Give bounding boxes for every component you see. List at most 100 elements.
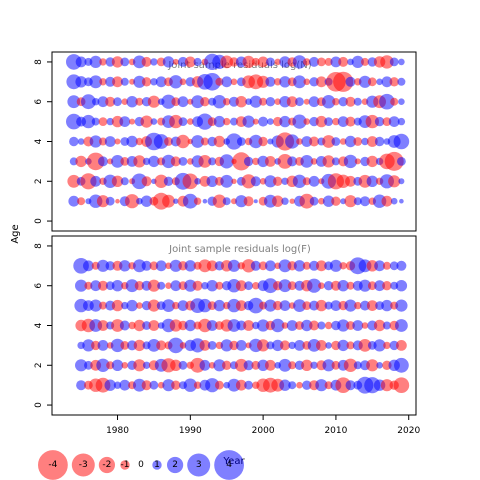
residual-bubble (300, 155, 314, 168)
residual-bubble (178, 360, 188, 370)
residual-bubble (381, 195, 393, 207)
residual-bubble (301, 359, 313, 371)
residual-bubble (202, 198, 208, 204)
residual-bubble (199, 340, 211, 351)
residual-bubble (89, 299, 102, 312)
y-tick-label: 4 (34, 138, 44, 144)
residual-bubble (384, 151, 404, 171)
y-tick-label: 6 (34, 283, 44, 289)
residual-bubble (252, 282, 260, 290)
residual-bubble (75, 359, 88, 372)
residual-bubble (317, 57, 326, 67)
residual-bubble (360, 300, 370, 311)
residual-bubble (147, 279, 160, 292)
residual-bubble (367, 281, 377, 291)
residual-bubble (142, 157, 151, 166)
residual-bubble (243, 196, 254, 207)
residual-bubble (286, 320, 298, 331)
y-tick-label: 0 (34, 218, 44, 224)
residual-bubble (198, 298, 212, 313)
residual-bubble (155, 260, 167, 272)
residual-bubble (215, 281, 224, 290)
residual-bubble (111, 359, 124, 371)
residual-bubble (380, 379, 393, 392)
residual-bubble (169, 259, 182, 272)
residual-bubble (318, 197, 325, 205)
residual-bubble (179, 342, 187, 349)
residual-bubble (193, 197, 202, 205)
y-tick-label: 8 (34, 243, 44, 249)
residual-bubble (339, 262, 347, 270)
residual-bubble (176, 134, 190, 149)
residual-bubble (66, 113, 82, 130)
residual-bubble (373, 339, 386, 352)
residual-bubble (279, 300, 291, 311)
residual-bubble (279, 56, 291, 68)
residual-bubble (113, 381, 122, 389)
residual-bubble (120, 157, 130, 166)
legend-bubble (214, 450, 245, 480)
residual-bubble (265, 156, 276, 167)
residual-bubble (194, 178, 201, 185)
residual-bubble (69, 136, 79, 147)
residual-bubble (309, 260, 320, 271)
residual-bubble (220, 339, 233, 352)
residual-bubble (98, 156, 108, 167)
legend-bubble (152, 460, 162, 470)
residual-bubble (303, 118, 311, 125)
residual-bubble (337, 116, 349, 127)
residual-bubble (155, 76, 167, 88)
residual-bubble (335, 377, 352, 394)
residual-bubble (281, 322, 289, 329)
residual-bubble (302, 301, 312, 310)
legend-label: 3 (196, 460, 202, 470)
residual-bubble (293, 260, 306, 272)
residual-bubble (343, 154, 358, 169)
residual-bubble (147, 95, 160, 108)
residual-bubble (292, 55, 307, 69)
residual-bubble (232, 152, 251, 171)
residual-bubble (119, 320, 130, 331)
residual-bubble (184, 260, 196, 272)
residual-bubble (288, 361, 297, 370)
x-tick-label: 1980 (106, 426, 129, 436)
residual-bubble (192, 280, 203, 291)
residual-bubble (136, 302, 143, 309)
residual-bubble (279, 115, 291, 128)
bubble-size-legend: -4 -3 -2 -1 0 1 2 3 4 (38, 450, 245, 480)
x-tick-label: 1990 (179, 426, 202, 436)
residual-bubble (271, 318, 285, 333)
residual-bubble (353, 137, 363, 146)
residual-bubble (162, 194, 175, 208)
residual-bubble (129, 118, 136, 125)
residual-bubble (120, 57, 130, 67)
residual-bubble (227, 259, 241, 272)
residual-bubble (148, 320, 160, 331)
residual-bubble (248, 297, 264, 314)
residual-bubble (382, 281, 392, 291)
residual-bubble (315, 115, 328, 128)
residual-bubble (234, 358, 248, 372)
residual-bubble (98, 280, 108, 291)
residual-bubble (388, 116, 400, 127)
residual-bubble (208, 157, 217, 166)
y-axis-label: Age (10, 224, 21, 243)
residual-bubble (310, 361, 318, 369)
residual-bubble (168, 337, 184, 354)
residual-bubble (289, 198, 295, 204)
residual-bubble (303, 58, 311, 66)
residual-bubble (274, 98, 282, 105)
residual-bubble (86, 152, 105, 171)
residual-bubble (89, 75, 103, 89)
residual-bubble (346, 321, 355, 330)
residual-bubble (170, 280, 182, 292)
legend-bubble (187, 453, 211, 477)
y-tick-label: 4 (34, 322, 44, 328)
residual-bubble (264, 299, 277, 312)
residual-bubble (273, 176, 283, 186)
residual-bubble (395, 280, 408, 292)
residual-bubble (296, 138, 303, 145)
residual-bubble (206, 260, 218, 272)
